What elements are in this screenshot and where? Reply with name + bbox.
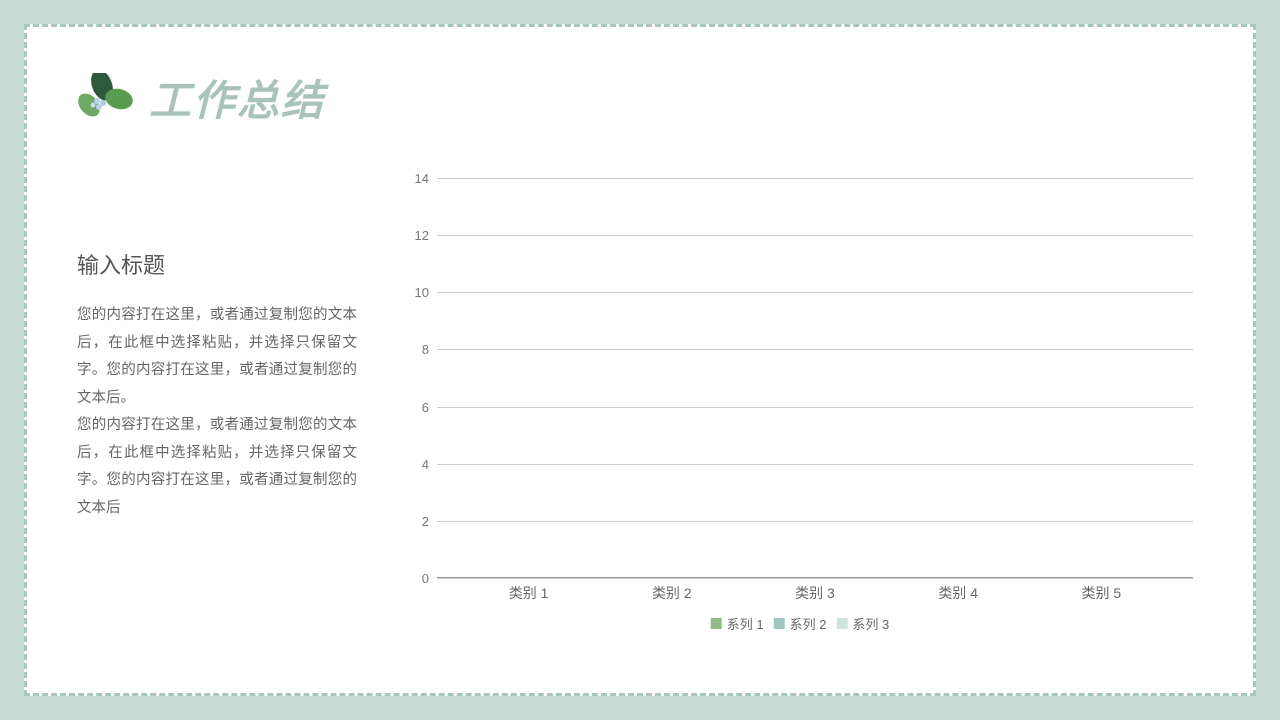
chart-legend: 系列 1 系列 2 系列 3 xyxy=(711,614,890,633)
y-tick-label: 10 xyxy=(415,285,429,300)
chart-plot-area: 02468101214 xyxy=(437,178,1193,578)
text-section: 输入标题 您的内容打在这里，或者通过复制您的文本后，在此框中选择粘贴，并选择只保… xyxy=(77,178,357,654)
leaf-flower-icon xyxy=(77,73,137,123)
y-tick-label: 6 xyxy=(422,400,429,415)
legend-label: 系列 1 xyxy=(727,614,764,633)
legend-item: 系列 1 xyxy=(711,614,764,633)
x-tick-label: 类别 4 xyxy=(918,583,998,603)
x-tick-label: 类别 3 xyxy=(775,583,855,603)
outer-frame: 工作总结 输入标题 您的内容打在这里，或者通过复制您的文本后，在此框中选择粘贴，… xyxy=(0,0,1280,720)
y-tick-label: 12 xyxy=(415,228,429,243)
gridline: 0 xyxy=(437,578,1193,579)
legend-label: 系列 2 xyxy=(790,614,827,633)
inner-frame: 工作总结 输入标题 您的内容打在这里，或者通过复制您的文本后，在此框中选择粘贴，… xyxy=(24,24,1256,696)
x-tick-label: 类别 1 xyxy=(489,583,569,603)
legend-item: 系列 2 xyxy=(774,614,827,633)
x-tick-label: 类别 2 xyxy=(632,583,712,603)
body-paragraph-1: 您的内容打在这里，或者通过复制您的文本后，在此框中选择粘贴，并选择只保留文字。您… xyxy=(77,302,357,412)
y-tick-label: 4 xyxy=(422,457,429,472)
legend-item: 系列 3 xyxy=(836,614,889,633)
x-axis xyxy=(437,577,1193,578)
y-tick-label: 14 xyxy=(415,171,429,186)
page-title: 工作总结 xyxy=(149,67,325,128)
y-tick-label: 0 xyxy=(422,571,429,586)
chart-section: 02468101214 类别 1类别 2类别 3类别 4类别 5 系列 1系列 … xyxy=(397,178,1203,638)
x-tick-label: 类别 5 xyxy=(1061,583,1141,603)
y-tick-label: 8 xyxy=(422,342,429,357)
bars-container xyxy=(437,178,1193,578)
content-area: 输入标题 您的内容打在这里，或者通过复制您的文本后，在此框中选择粘贴，并选择只保… xyxy=(77,178,1203,654)
legend-swatch xyxy=(774,618,785,629)
x-axis-labels: 类别 1 类别 2 类别 3 类别 4 类别 5 xyxy=(437,583,1193,603)
y-tick-label: 2 xyxy=(422,514,429,529)
legend-swatch xyxy=(836,618,847,629)
legend-swatch xyxy=(711,618,722,629)
subtitle: 输入标题 xyxy=(77,248,357,280)
body-paragraph-2: 您的内容打在这里，或者通过复制您的文本后，在此框中选择粘贴，并选择只保留文字。您… xyxy=(77,412,357,522)
legend-label: 系列 3 xyxy=(852,614,889,633)
header: 工作总结 xyxy=(77,67,1203,128)
